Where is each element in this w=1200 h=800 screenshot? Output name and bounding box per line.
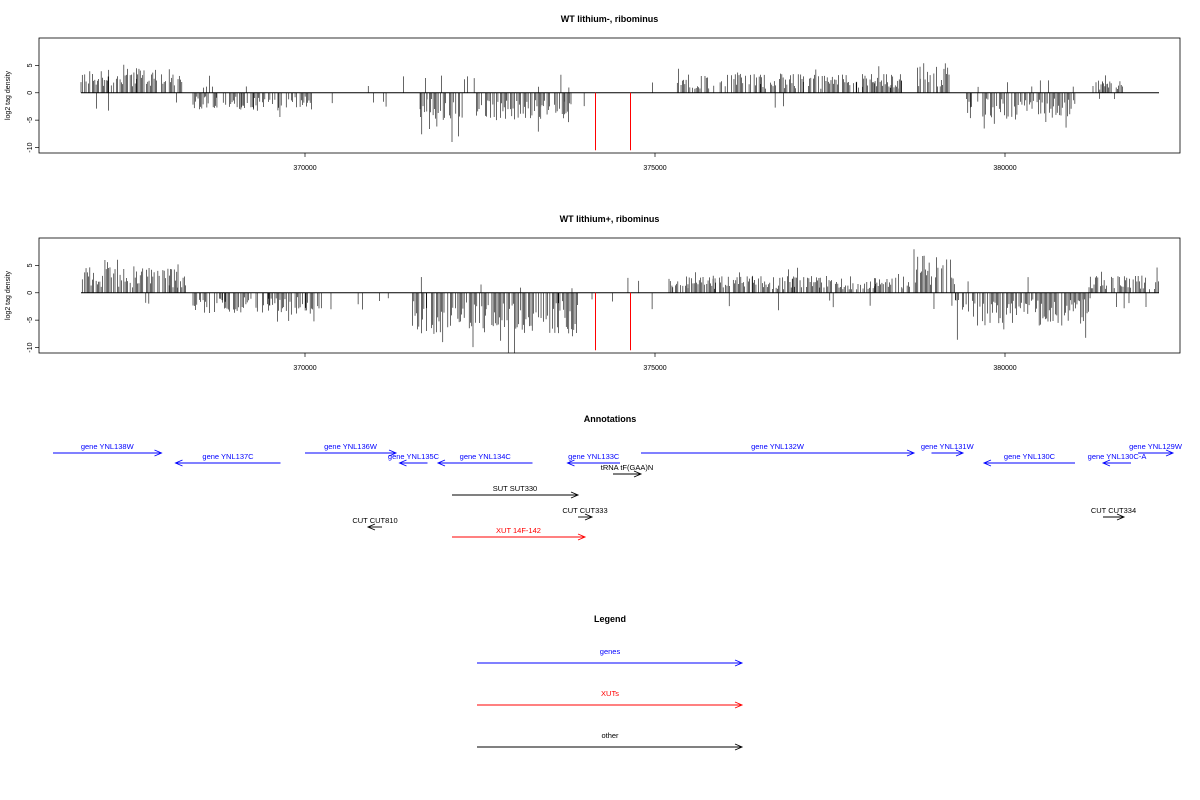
x-tick-label: 380000 bbox=[993, 365, 1016, 372]
annotations-title: Annotations bbox=[584, 414, 637, 424]
x-tick-label: 380000 bbox=[993, 165, 1016, 172]
y-tick-label: -5 bbox=[27, 317, 34, 323]
plot-frame bbox=[38, 237, 1181, 354]
legend-label: XUTs bbox=[601, 689, 619, 698]
legend-label: genes bbox=[600, 647, 621, 656]
feature-arrowhead bbox=[906, 449, 916, 457]
feature-label: tRNA tF(GAA)N bbox=[601, 463, 654, 472]
legend-item: genes bbox=[477, 647, 744, 667]
feature-arrowhead bbox=[154, 449, 163, 457]
x-tick-label: 375000 bbox=[643, 165, 666, 172]
y-tick-label: 0 bbox=[27, 291, 34, 295]
feature-arrowhead bbox=[633, 470, 643, 478]
feature-arrowhead bbox=[174, 459, 183, 467]
annotation-feature: gene YNL134C bbox=[436, 452, 533, 467]
y-tick-label: -5 bbox=[27, 117, 34, 123]
legend-panel: Legend genes XUTs other bbox=[477, 614, 744, 751]
annotation-feature: gene YNL138W bbox=[53, 442, 163, 457]
feature-arrowhead bbox=[1101, 459, 1111, 467]
annotation-feature: tRNA tF(GAA)N bbox=[601, 463, 654, 478]
feature-arrowhead bbox=[366, 523, 376, 531]
y-axis-label: log2 tag density bbox=[5, 270, 12, 320]
feature-label: CUT CUT333 bbox=[562, 506, 607, 515]
annotation-feature: CUT CUT334 bbox=[1091, 506, 1136, 521]
panel-title: WT lithium-, ribominus bbox=[561, 14, 659, 24]
annotation-feature: gene YNL130C bbox=[982, 452, 1075, 467]
feature-label: CUT CUT334 bbox=[1091, 506, 1136, 515]
annotation-feature: gene YNL136W bbox=[305, 442, 398, 457]
legend-label: other bbox=[601, 731, 619, 740]
y-tick-label: 5 bbox=[27, 63, 34, 67]
annotations-panel: Annotations gene YNL138W gene YNL137C gene … bbox=[53, 414, 1183, 541]
feature-label: gene YNL138W bbox=[81, 442, 135, 451]
annotation-feature: SUT SUT330 bbox=[452, 484, 580, 499]
signal-bars bbox=[80, 63, 1123, 143]
annotation-feature: CUT CUT810 bbox=[352, 516, 398, 531]
feature-arrowhead bbox=[570, 491, 580, 499]
annotation-feature: gene YNL133C bbox=[566, 452, 620, 467]
legend-arrowhead bbox=[734, 701, 744, 709]
feature-arrowhead bbox=[1165, 449, 1175, 457]
annotation-feature: gene YNL129W bbox=[1129, 442, 1183, 457]
x-tick-label: 370000 bbox=[293, 165, 316, 172]
feature-label: gene YNL131W bbox=[921, 442, 975, 451]
feature-arrowhead bbox=[955, 449, 965, 457]
legend-title: Legend bbox=[594, 614, 626, 624]
y-axis-label: log2 tag density bbox=[5, 70, 12, 120]
feature-label: gene YNL129W bbox=[1129, 442, 1183, 451]
feature-arrowhead bbox=[577, 533, 587, 541]
feature-arrowhead bbox=[388, 449, 398, 457]
x-tick-label: 370000 bbox=[293, 365, 316, 372]
feature-arrowhead bbox=[436, 459, 446, 467]
annotation-feature: gene YNL131W bbox=[921, 442, 975, 457]
feature-label: gene YNL132W bbox=[751, 442, 805, 451]
signal-bars bbox=[81, 249, 1159, 354]
y-tick-label: 5 bbox=[27, 263, 34, 267]
legend-item: other bbox=[477, 731, 744, 751]
feature-label: gene YNL137C bbox=[202, 452, 254, 461]
annotation-feature: XUT 14F-142 bbox=[452, 526, 587, 541]
track-panel-1: WT lithium-, ribominus -10 -5 0 5 log2 tag de… bbox=[5, 14, 1181, 172]
y-tick-label: -10 bbox=[27, 342, 34, 352]
annotation-feature: gene YNL137C bbox=[174, 452, 281, 467]
y-tick-label: -10 bbox=[27, 142, 34, 152]
feature-arrowhead bbox=[398, 459, 407, 467]
feature-arrowhead bbox=[584, 513, 594, 521]
feature-arrowhead bbox=[566, 459, 575, 467]
annotation-feature: CUT CUT333 bbox=[562, 506, 608, 521]
annotation-feature: gene YNL132W bbox=[641, 442, 916, 457]
feature-arrowhead bbox=[982, 459, 992, 467]
track-panel-2: WT lithium+, ribominus -10 -5 0 5 log2 tag de… bbox=[5, 214, 1181, 372]
x-tick-label: 375000 bbox=[643, 365, 666, 372]
feature-arrowhead bbox=[1116, 513, 1126, 521]
feature-label: gene YNL134C bbox=[460, 452, 512, 461]
feature-label: CUT CUT810 bbox=[352, 516, 397, 525]
legend-arrowhead bbox=[734, 659, 744, 667]
feature-label: XUT 14F-142 bbox=[496, 526, 541, 535]
panel-title: WT lithium+, ribominus bbox=[560, 214, 660, 224]
y-tick-label: 0 bbox=[27, 91, 34, 95]
annotation-feature: gene YNL130C-A bbox=[1088, 452, 1147, 467]
feature-label: gene YNL136W bbox=[324, 442, 378, 451]
feature-label: gene YNL133C bbox=[568, 452, 620, 461]
feature-label: SUT SUT330 bbox=[493, 484, 537, 493]
annotation-feature: gene YNL135C bbox=[388, 452, 440, 467]
legend-item: XUTs bbox=[477, 689, 744, 709]
feature-label: gene YNL130C-A bbox=[1088, 452, 1147, 461]
legend-arrowhead bbox=[734, 743, 744, 751]
feature-label: gene YNL130C bbox=[1004, 452, 1056, 461]
plot-frame bbox=[38, 37, 1181, 154]
feature-label: gene YNL135C bbox=[388, 452, 440, 461]
